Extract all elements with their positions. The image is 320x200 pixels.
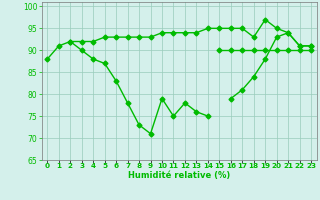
X-axis label: Humidité relative (%): Humidité relative (%) xyxy=(128,171,230,180)
